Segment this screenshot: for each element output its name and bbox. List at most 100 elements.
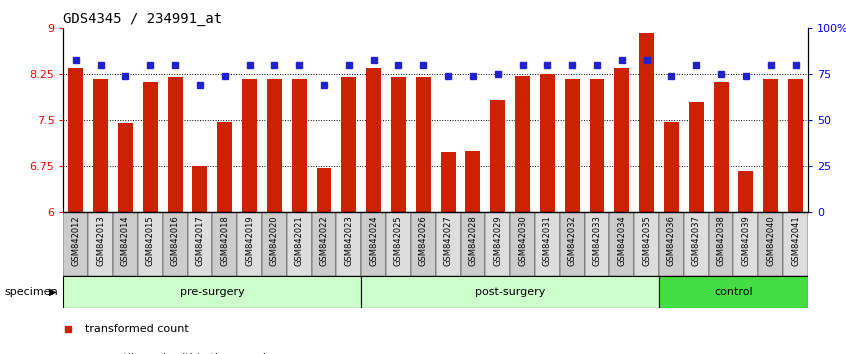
Text: GSM842012: GSM842012 [71,216,80,266]
Bar [659,276,808,308]
Bar [535,212,560,276]
Text: GSM842041: GSM842041 [791,216,800,266]
Text: GDS4345 / 234991_at: GDS4345 / 234991_at [63,12,222,26]
Bar [337,212,361,276]
Bar [540,74,555,212]
Bar [361,212,386,276]
Bar [664,121,678,212]
Bar [609,212,634,276]
Text: GSM842034: GSM842034 [618,216,626,266]
Bar [640,33,654,212]
Bar [342,78,356,212]
Bar [386,212,411,276]
Bar [88,212,113,276]
Text: GSM842030: GSM842030 [518,216,527,266]
Bar [138,212,162,276]
Bar [316,168,332,212]
Bar [714,82,728,212]
Text: GSM842018: GSM842018 [220,216,229,266]
Text: GSM842017: GSM842017 [195,216,205,266]
Bar [168,78,183,212]
Bar [441,152,455,212]
Bar [491,100,505,212]
Bar [614,68,629,212]
Bar [188,212,212,276]
Text: GSM842029: GSM842029 [493,216,503,266]
Text: ▶: ▶ [49,287,57,297]
Bar [783,212,808,276]
Bar [709,212,733,276]
Text: pre-surgery: pre-surgery [180,287,244,297]
Bar [416,78,431,212]
Text: GSM842013: GSM842013 [96,216,105,266]
Text: GSM842016: GSM842016 [171,216,179,266]
Bar [217,121,232,212]
Text: GSM842035: GSM842035 [642,216,651,266]
Text: specimen: specimen [4,287,58,297]
Text: GSM842019: GSM842019 [245,216,254,266]
Text: GSM842024: GSM842024 [369,216,378,266]
Text: GSM842039: GSM842039 [741,216,750,266]
Bar [565,79,580,212]
Text: transformed count: transformed count [85,324,189,334]
Text: GSM842026: GSM842026 [419,216,428,266]
Bar [684,212,709,276]
Text: GSM842021: GSM842021 [294,216,304,266]
Text: percentile rank within the sample: percentile rank within the sample [85,353,272,354]
Bar [560,212,585,276]
Text: GSM842033: GSM842033 [592,216,602,267]
Text: GSM842031: GSM842031 [543,216,552,266]
Bar [361,276,659,308]
Text: control: control [714,287,753,297]
Bar [510,212,535,276]
Bar [118,124,133,212]
Bar [69,68,83,212]
Text: GSM842040: GSM842040 [766,216,775,266]
Text: GSM842037: GSM842037 [692,216,700,267]
Bar [113,212,138,276]
Bar [93,79,108,212]
Bar [515,76,530,212]
Bar [242,79,257,212]
Bar [465,151,481,212]
Bar [292,79,306,212]
Bar [460,212,486,276]
Bar [436,212,460,276]
Bar [63,276,361,308]
Bar [262,212,287,276]
Text: GSM842028: GSM842028 [469,216,477,266]
Bar [212,212,237,276]
Text: GSM842032: GSM842032 [568,216,577,266]
Bar [763,79,778,212]
Text: GSM842038: GSM842038 [717,216,726,267]
Text: GSM842027: GSM842027 [443,216,453,266]
Bar [659,212,684,276]
Bar [143,82,157,212]
Bar [193,166,207,212]
Bar [63,212,88,276]
Text: post-surgery: post-surgery [475,287,546,297]
Bar [311,212,337,276]
Bar [585,212,609,276]
Bar [391,78,406,212]
Text: GSM842015: GSM842015 [146,216,155,266]
Text: GSM842036: GSM842036 [667,216,676,267]
Bar [733,212,758,276]
Bar [758,212,783,276]
Bar [411,212,436,276]
Bar [634,212,659,276]
Bar [366,68,381,212]
Text: GSM842023: GSM842023 [344,216,354,266]
Bar [162,212,188,276]
Text: GSM842022: GSM842022 [320,216,328,266]
Bar [788,79,803,212]
Bar [590,79,604,212]
Bar [287,212,311,276]
Bar [739,171,753,212]
Bar [689,102,704,212]
Bar [237,212,262,276]
Bar [267,79,282,212]
Text: GSM842025: GSM842025 [394,216,403,266]
Text: GSM842020: GSM842020 [270,216,279,266]
Bar [486,212,510,276]
